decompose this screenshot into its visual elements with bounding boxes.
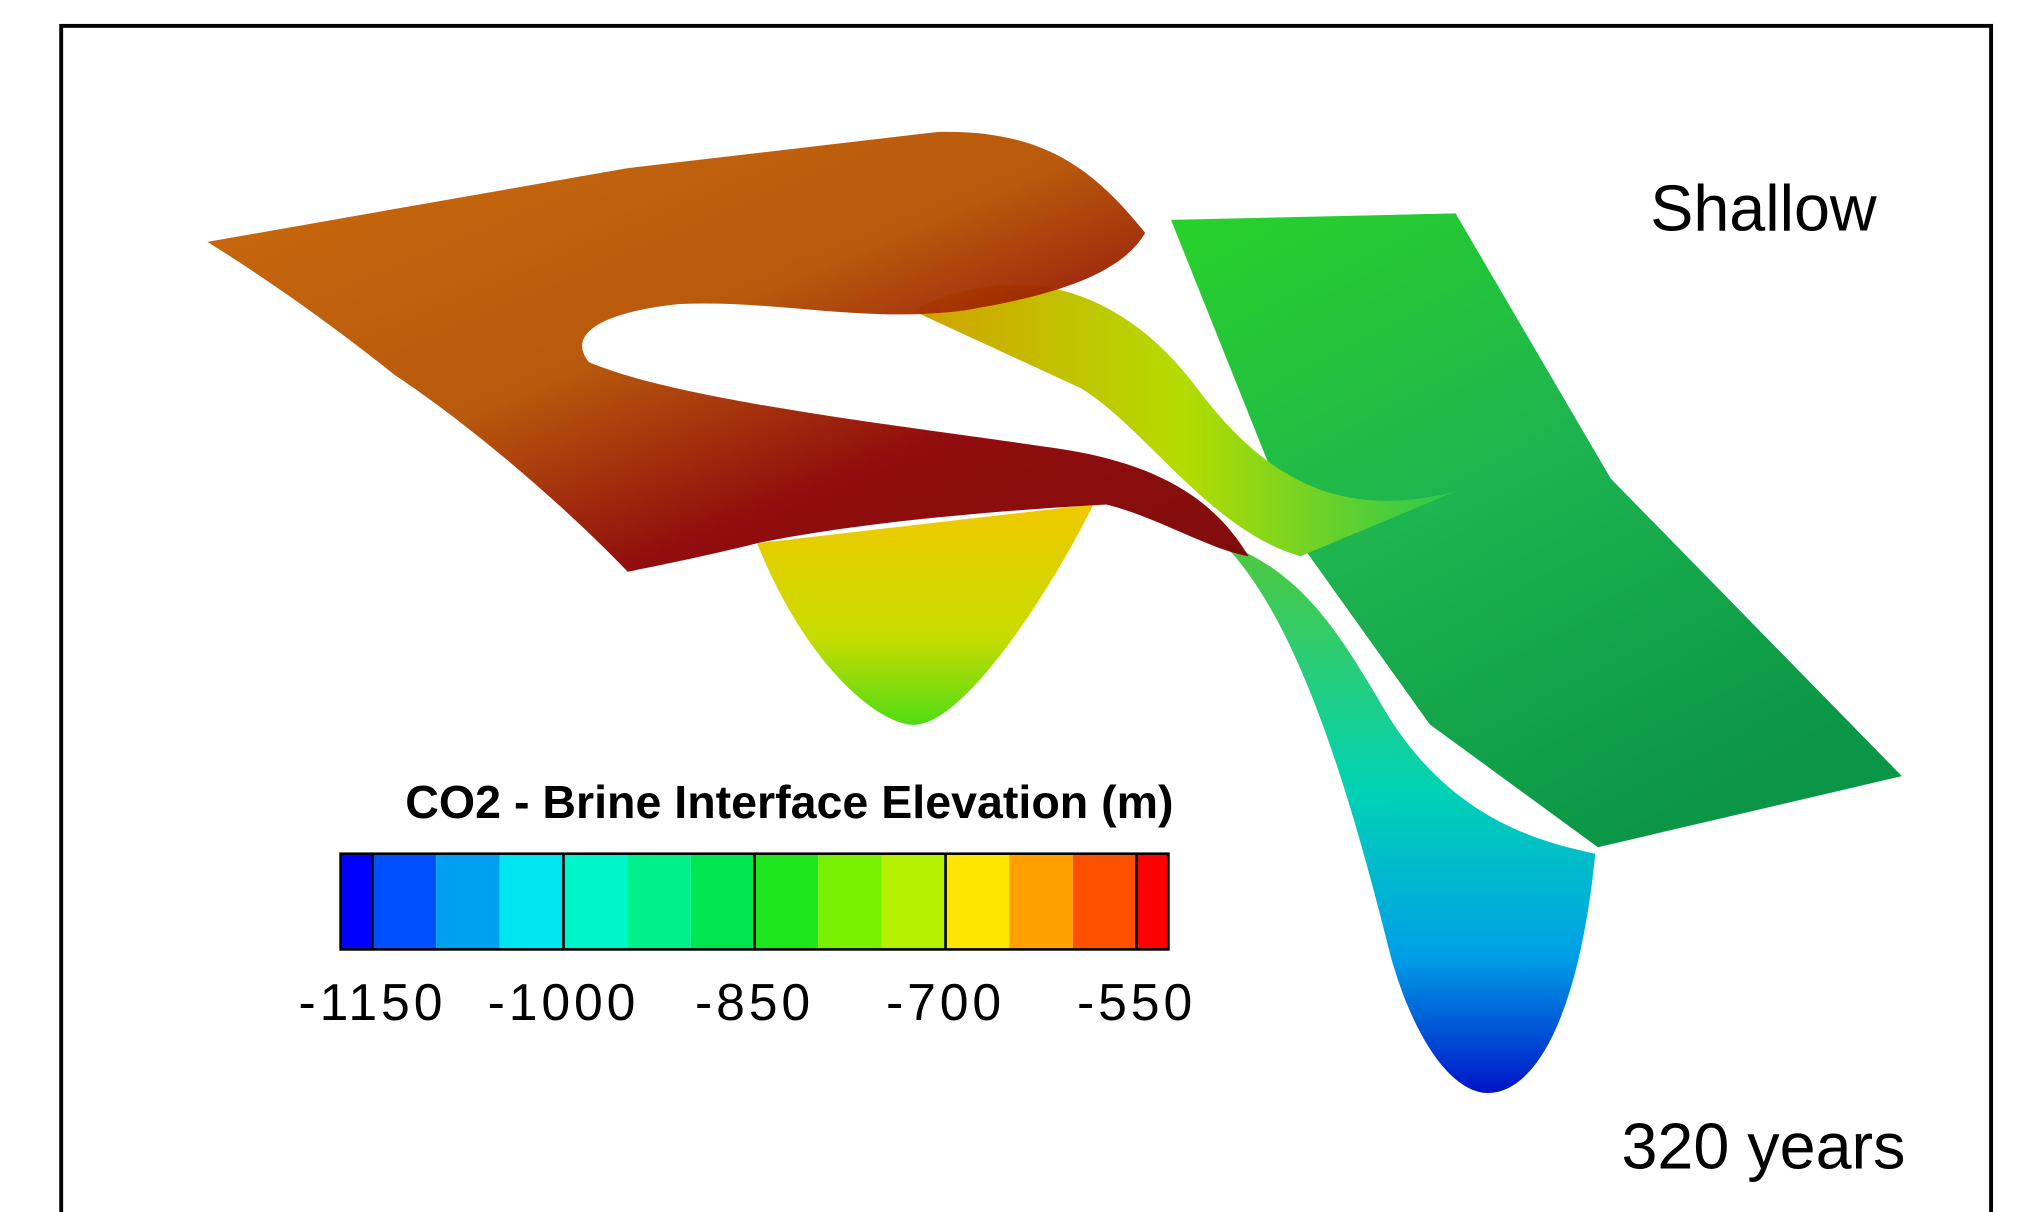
colorbar-tick-label: -700 [886,973,1005,1031]
surface-trough [1222,543,1596,1093]
colorbar-band [690,853,755,950]
colorbar-band [563,853,628,950]
colorbar-tick-label: -1000 [488,973,640,1031]
colorbar-band [436,853,500,950]
colorbar-tick-label: -1150 [299,973,447,1031]
surface-plane [1171,213,1902,848]
colorbar-band [818,853,882,950]
colorbar-band [499,853,564,950]
surface-trough [757,504,1094,725]
colorbar-band [1009,853,1073,950]
annotation: 320 years [1621,1109,1905,1182]
colorbar-band [372,853,437,950]
annotation: Shallow [1650,172,1877,245]
colorbar-band [627,853,691,950]
colorbar-band [1072,853,1137,950]
colorbar-band [945,853,1010,950]
surface-ridge [912,284,1456,557]
surface [207,131,1902,1093]
colorbar-tick-label: -850 [695,973,814,1031]
colorbar: -1150 -1000 -850 -700 -550 [299,852,1196,1031]
surface-sheet [207,131,1249,572]
colorbar-band [340,853,373,950]
colorbar-band [754,853,819,950]
colorbar-band [881,853,946,950]
colorbar-tick-label: -550 [1077,973,1196,1031]
colorbar-title: CO2 - Brine Interface Elevation (m) [405,776,1173,828]
colorbar-band [1136,853,1169,950]
